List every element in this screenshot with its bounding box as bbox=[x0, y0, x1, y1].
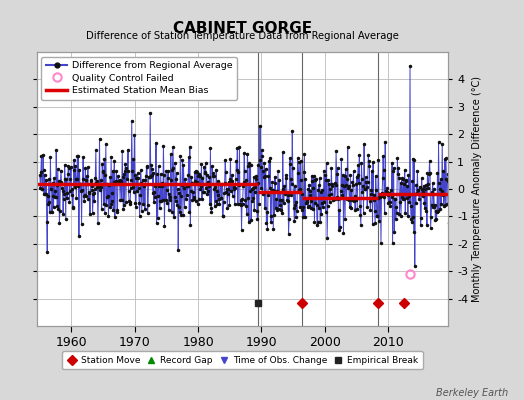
Text: Berkeley Earth: Berkeley Earth bbox=[436, 388, 508, 398]
Text: Difference of Station Temperature Data from Regional Average: Difference of Station Temperature Data f… bbox=[86, 31, 399, 41]
Y-axis label: Monthly Temperature Anomaly Difference (°C): Monthly Temperature Anomaly Difference (… bbox=[472, 76, 482, 302]
Legend: Station Move, Record Gap, Time of Obs. Change, Empirical Break: Station Move, Record Gap, Time of Obs. C… bbox=[62, 352, 423, 370]
Title: CABINET GORGE: CABINET GORGE bbox=[173, 20, 312, 36]
